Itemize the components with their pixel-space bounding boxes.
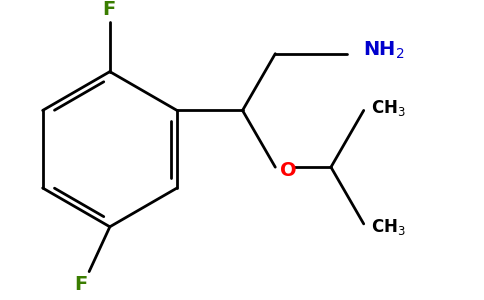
Text: O: O bbox=[280, 160, 297, 179]
Text: F: F bbox=[102, 0, 115, 19]
Text: CH$_3$: CH$_3$ bbox=[371, 98, 406, 118]
Text: F: F bbox=[74, 275, 87, 294]
Text: CH$_3$: CH$_3$ bbox=[371, 217, 406, 237]
Text: NH$_2$: NH$_2$ bbox=[363, 40, 404, 62]
